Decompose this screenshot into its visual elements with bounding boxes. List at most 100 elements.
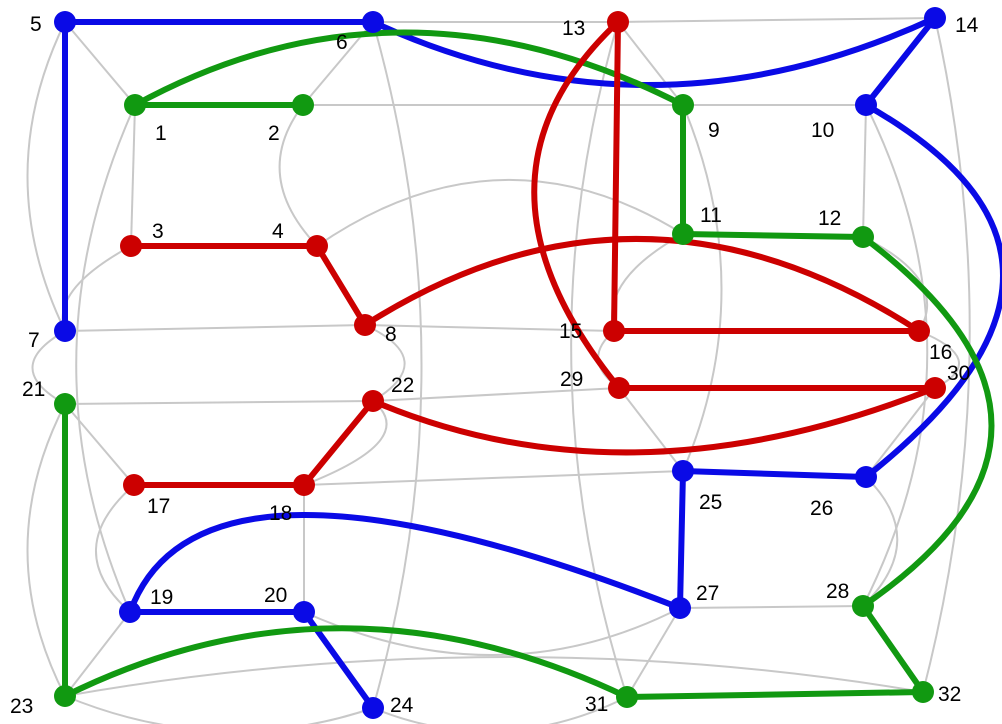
node-label-28: 28 <box>826 580 849 603</box>
background-edge-1-3 <box>130 104 136 247</box>
background-edge-16-30 <box>918 330 960 389</box>
node-22 <box>362 390 384 412</box>
node-label-22: 22 <box>391 374 414 397</box>
background-edge-13-14 <box>617 17 936 23</box>
background-edge-5-1 <box>64 21 136 106</box>
node-15 <box>603 320 625 342</box>
red-edge-13-29 <box>531 19 622 391</box>
background-edge-30-26 <box>865 387 936 478</box>
node-11 <box>672 223 694 245</box>
background-edge-23-24 <box>64 695 374 724</box>
green-edge-12-28 <box>860 234 995 609</box>
background-edge-1-19 <box>75 104 136 613</box>
background-edge-13-31 <box>570 21 628 698</box>
node-label-10: 10 <box>811 119 834 142</box>
background-edge-23-19 <box>64 611 131 697</box>
node-25 <box>672 460 694 482</box>
background-edge-21-23 <box>26 403 66 697</box>
node-label-9: 9 <box>708 119 720 142</box>
background-edge-13-9 <box>617 21 684 106</box>
green-edge-11-12 <box>680 231 866 240</box>
background-edge-24-31 <box>372 696 628 724</box>
node-27 <box>669 597 691 619</box>
background-edge-14-32 <box>922 17 971 693</box>
node-label-16: 16 <box>929 341 952 364</box>
background-edge-26-28 <box>862 476 899 607</box>
background-edge-7-8 <box>64 324 366 332</box>
background-edge-31-27 <box>626 607 681 698</box>
background-edge-3-7 <box>61 245 132 332</box>
background-edge-22-18 <box>303 400 388 486</box>
node-label-15: 15 <box>559 320 582 343</box>
node-26 <box>855 466 877 488</box>
blue-edge-10-26 <box>863 102 1002 480</box>
node-label-2: 2 <box>268 122 280 145</box>
node-12 <box>852 226 874 248</box>
node-label-31: 31 <box>585 693 608 716</box>
node-label-23: 23 <box>10 695 33 718</box>
node-label-4: 4 <box>272 220 284 243</box>
node-7 <box>54 320 76 342</box>
node-label-19: 19 <box>150 586 173 609</box>
node-4 <box>306 235 328 257</box>
node-8 <box>354 314 376 336</box>
node-label-26: 26 <box>810 497 833 520</box>
node-16 <box>908 320 930 342</box>
node-label-24: 24 <box>390 694 414 717</box>
node-2 <box>292 94 314 116</box>
background-edge-21-17 <box>64 403 135 486</box>
node-label-14: 14 <box>955 14 979 37</box>
blue-edge-14-10 <box>863 15 938 108</box>
background-edge-11-15 <box>611 233 684 332</box>
node-label-25: 25 <box>699 491 722 514</box>
node-17 <box>123 474 145 496</box>
red-edge-4-8 <box>314 243 368 328</box>
background-edge-5-7 <box>26 21 66 332</box>
background-edge-21-22 <box>64 400 374 405</box>
node-18 <box>293 474 315 496</box>
green-edge-28-32 <box>860 603 926 695</box>
background-edge-8-15 <box>364 324 615 332</box>
node-19 <box>119 601 141 623</box>
green-edge-32-31 <box>624 689 926 700</box>
node-label-27: 27 <box>696 582 719 605</box>
red-edge-15-13 <box>611 19 621 334</box>
node-30 <box>924 377 946 399</box>
background-edge-22-29 <box>372 387 620 402</box>
node-20 <box>293 601 315 623</box>
node-3 <box>120 235 142 257</box>
background-edge-7-21 <box>31 330 66 405</box>
red-edge-22-18 <box>301 398 376 488</box>
node-28 <box>852 595 874 617</box>
node-label-17: 17 <box>147 495 170 518</box>
background-edge-8-22 <box>364 324 406 402</box>
blue-edge-26-25 <box>680 468 869 480</box>
background-edge-9-25 <box>682 104 723 472</box>
node-5 <box>54 11 76 33</box>
node-label-6: 6 <box>336 31 348 54</box>
node-23 <box>54 685 76 707</box>
node-label-21: 21 <box>22 378 45 401</box>
background-edge-18-25 <box>303 470 684 486</box>
node-10 <box>855 94 877 116</box>
node-label-12: 12 <box>818 207 841 230</box>
node-31 <box>616 686 638 708</box>
background-edge-4-11 <box>316 178 684 247</box>
green-edge-1-9 <box>132 29 686 108</box>
node-label-18: 18 <box>269 502 292 525</box>
node-6 <box>362 11 384 33</box>
background-edge-10-12 <box>862 104 867 238</box>
node-label-29: 29 <box>560 368 583 391</box>
background-edge-23-32 <box>64 656 924 697</box>
background-edge-2-4 <box>278 104 318 247</box>
node-9 <box>672 94 694 116</box>
node-13 <box>607 11 629 33</box>
background-edge-6-24 <box>372 21 423 709</box>
node-label-1: 1 <box>155 122 167 145</box>
blue-edge-25-27 <box>677 468 686 611</box>
background-edge-27-28 <box>679 605 864 609</box>
node-label-5: 5 <box>30 13 42 36</box>
node-label-13: 13 <box>562 17 585 40</box>
green-edge-31-23 <box>62 625 630 700</box>
node-label-32: 32 <box>938 683 961 706</box>
